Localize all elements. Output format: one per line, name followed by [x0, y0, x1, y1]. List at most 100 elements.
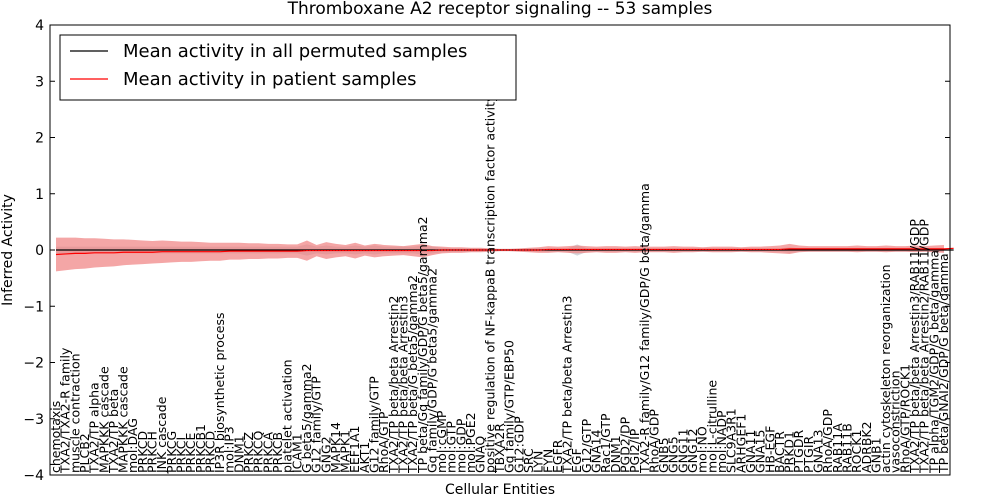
x-tick-label: RhoA/GDP — [646, 409, 661, 473]
x-axis-label: Cellular Entities — [445, 482, 555, 498]
x-tick-label: TXA2/TP alpha — [87, 382, 102, 474]
x-tick-label: chemotaxis — [48, 401, 63, 473]
x-tick-label: Rac1/GTP — [598, 413, 613, 473]
x-tick-label: mol:GDP — [453, 418, 468, 473]
x-tick-label: TP beta/Gq family/GDP/G beta5/gamma2 — [415, 216, 430, 474]
x-tick-label: TXA2/TP beta/beta Arrestin3 — [395, 296, 410, 474]
x-tick-label: TXA2/TP beta — [106, 389, 121, 474]
x-tick-label: mol:GTP — [444, 421, 459, 473]
x-tick-label: vasoconstriction — [888, 370, 903, 473]
x-tick-label: Gq family/GTP/EBP50 — [502, 340, 517, 473]
y-tick-label: 0 — [35, 243, 44, 259]
x-tick-label: PRKCD — [202, 431, 217, 473]
x-tick-label: PLCB2 — [77, 433, 92, 473]
x-tick-label: RhoA/GTP/ROCK1 — [897, 364, 912, 473]
x-tick-label: GNB5 — [656, 437, 671, 473]
x-tick-label: EGFR — [550, 439, 565, 473]
x-tick-label: GNG2 — [318, 436, 333, 473]
x-tick-label: GNAQ — [473, 436, 488, 473]
x-tick-label: RAB11A — [830, 423, 845, 473]
x-tick-label: GNA14 — [589, 429, 604, 473]
x-tick-label: PRKCZ — [241, 432, 256, 473]
x-tick-label: MAPK1 — [338, 430, 353, 473]
x-tick-label: PRKCE — [183, 433, 198, 473]
x-tick-label: AKT1 — [357, 442, 372, 473]
y-axis-label: Inferred Activity — [0, 194, 16, 306]
legend-entry-permuted: Mean activity in all permuted samples — [123, 41, 467, 62]
x-tick-label: ADRBK2 — [859, 421, 874, 473]
x-tick-label: SRC — [521, 448, 536, 473]
x-tick-label: TP alpha/TGM2/GDP/G beta/gamma — [926, 250, 941, 474]
x-tick-label: G12/GTP — [579, 418, 594, 473]
x-tick-label: PGI2/IP — [627, 428, 642, 473]
patient-band — [56, 237, 944, 272]
x-tick-label: PTGDR — [791, 430, 806, 473]
x-tick-label: PRKCQ — [251, 431, 266, 473]
x-tick-label: G12 family/GTP — [309, 376, 324, 473]
x-tick-label: ARHGEF1 — [733, 414, 748, 473]
x-tick-label: IP3R biosynthetic process — [212, 313, 227, 474]
y-tick-label: 2 — [35, 131, 44, 147]
x-tick-label: GNA15 — [753, 430, 768, 474]
y-tick-label: 3 — [35, 74, 44, 90]
x-tick-label: ICAM1 — [289, 433, 304, 473]
x-tick-label: GNB1 — [868, 437, 883, 473]
x-tick-label: HB-EGF — [762, 426, 777, 473]
x-tick-label: EGF — [569, 448, 584, 473]
x-tick-label: PGD2/DP — [617, 416, 632, 473]
x-tick-label: PRKD1 — [782, 431, 797, 473]
x-tick-label: TXA2/TP beta/beta Arrestin3 — [560, 296, 575, 474]
x-tick-label: TP beta/GNAI2/GDP/G beta/gamma — [936, 253, 951, 474]
y-tick-label: −3 — [23, 412, 44, 428]
x-tick-label: positive regulation of NF-kappaB transcr… — [482, 94, 497, 473]
x-tick-label: G12 family/GTP — [367, 376, 382, 473]
x-tick-label: muscle contraction — [67, 353, 82, 473]
x-tick-label: FYN — [540, 449, 555, 473]
x-tick-label: platelet activation — [280, 359, 295, 473]
x-tick-label: GNG11 — [675, 428, 690, 473]
x-tick-label: PRKCH — [145, 431, 160, 473]
x-tick-label: RhoA/GDP — [820, 409, 835, 473]
chart-title: Thromboxane A2 receptor signaling -- 53 … — [287, 0, 713, 19]
x-tick-label: LYN — [531, 451, 546, 473]
x-tick-label: PRKCA — [260, 432, 275, 473]
x-tick-label: SLC9A3R1 — [724, 408, 739, 473]
y-tick-label: 4 — [35, 18, 44, 34]
x-tick-label: EEF1A1 — [347, 426, 362, 473]
x-tick-label: TXA2/TP beta/beta Arrestin2/RAB11/GDP — [917, 219, 932, 474]
x-tick-label: mol:NADP — [714, 410, 729, 473]
x-tick-label: TXA2/TXA2-R family — [58, 347, 73, 474]
x-tick-label: PTGIR — [801, 435, 816, 473]
x-tick-label: TXA2/TP beta/beta Arrestin3/RAB11/GDP — [907, 219, 922, 474]
x-tick-label: GNA11 — [743, 430, 758, 474]
x-tick-label: mol:DAG — [125, 418, 140, 473]
series-line-patient — [55, 247, 954, 256]
x-tick-label: PRKCB1 — [193, 424, 208, 473]
x-tick-label: DNM1 — [608, 435, 623, 473]
x-tick-label: Gq family/GDP/G beta5/gamma2 — [424, 268, 439, 473]
x-tick-label: GNG5 — [666, 436, 681, 473]
x-tick-label: GNG12 — [685, 428, 700, 473]
x-tick-label: GNA13 — [811, 430, 826, 474]
x-tick-label: PRKCG — [164, 431, 179, 473]
x-tick-label: actin cytoskeleton reorganization — [878, 264, 893, 473]
x-tick-label: TXA2/TP beta/beta Arrestin2 — [386, 296, 401, 474]
x-tick-label: RhoA/GTP — [376, 411, 391, 473]
y-tick-label: −2 — [23, 356, 44, 372]
x-tick-label: G12:GDP — [511, 416, 526, 473]
x-tick-label: PRKCI — [173, 437, 188, 473]
y-tick-label: 1 — [35, 187, 44, 203]
legend-entry-patient: Mean activity in patient samples — [123, 69, 417, 90]
x-tick-label: G beta5/gamma2 — [299, 363, 314, 473]
x-tick-label: RAB11B — [839, 423, 854, 473]
x-tick-label: PRKCB — [270, 432, 285, 473]
x-tick-label: TBXA2R — [492, 423, 507, 474]
x-tick-label: MAPKKK cascade — [96, 366, 111, 473]
y-tick-label: −1 — [23, 299, 44, 315]
x-tick-label: PRKCD — [135, 431, 150, 473]
x-tick-label: mol:IP3 — [222, 426, 237, 473]
legend-box — [59, 34, 517, 101]
x-tick-label: MAPKKK cascade — [116, 366, 131, 473]
x-tick-label: MAPK14 — [328, 422, 343, 473]
